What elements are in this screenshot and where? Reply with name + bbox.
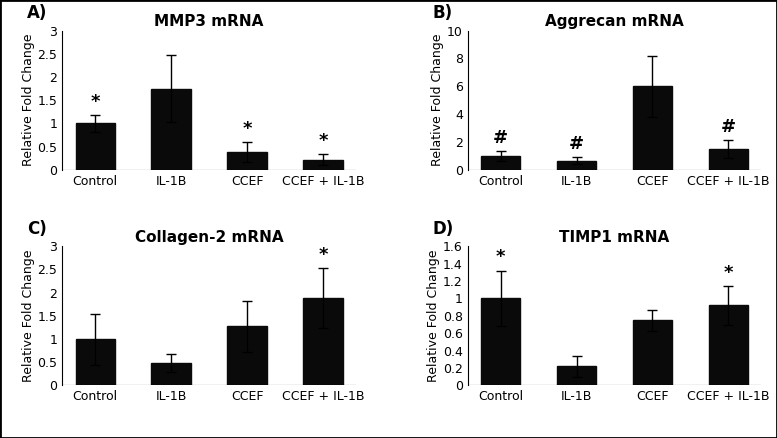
Y-axis label: Relative Fold Change: Relative Fold Change <box>22 250 34 382</box>
Bar <box>481 298 521 385</box>
Bar <box>709 149 748 170</box>
Bar <box>75 339 115 385</box>
Text: #: # <box>721 118 736 136</box>
Title: Aggrecan mRNA: Aggrecan mRNA <box>545 14 684 29</box>
Bar <box>303 159 343 170</box>
Bar <box>228 326 267 385</box>
Text: #: # <box>569 135 584 153</box>
Text: C): C) <box>27 219 47 237</box>
Text: B): B) <box>433 4 453 22</box>
Title: TIMP1 mRNA: TIMP1 mRNA <box>559 230 670 245</box>
Text: *: * <box>90 93 100 111</box>
Text: *: * <box>242 120 252 138</box>
Title: MMP3 mRNA: MMP3 mRNA <box>155 14 263 29</box>
Text: *: * <box>318 246 328 264</box>
Bar <box>557 161 596 170</box>
Text: *: * <box>318 132 328 150</box>
Bar <box>152 88 191 170</box>
Bar <box>632 320 672 385</box>
Y-axis label: Relative Fold Change: Relative Fold Change <box>427 250 440 382</box>
Bar <box>152 363 191 385</box>
Bar <box>481 156 521 170</box>
Bar <box>632 86 672 170</box>
Text: D): D) <box>433 219 454 237</box>
Y-axis label: Relative Fold Change: Relative Fold Change <box>22 34 34 166</box>
Text: #: # <box>493 129 508 147</box>
Bar <box>303 298 343 385</box>
Text: *: * <box>723 264 733 282</box>
Text: A): A) <box>27 4 47 22</box>
Bar <box>228 152 267 170</box>
Title: Collagen-2 mRNA: Collagen-2 mRNA <box>134 230 284 245</box>
Text: *: * <box>496 248 506 266</box>
Bar <box>557 366 596 385</box>
Bar <box>709 305 748 385</box>
Bar <box>75 124 115 170</box>
Y-axis label: Relative Fold Change: Relative Fold Change <box>431 34 444 166</box>
